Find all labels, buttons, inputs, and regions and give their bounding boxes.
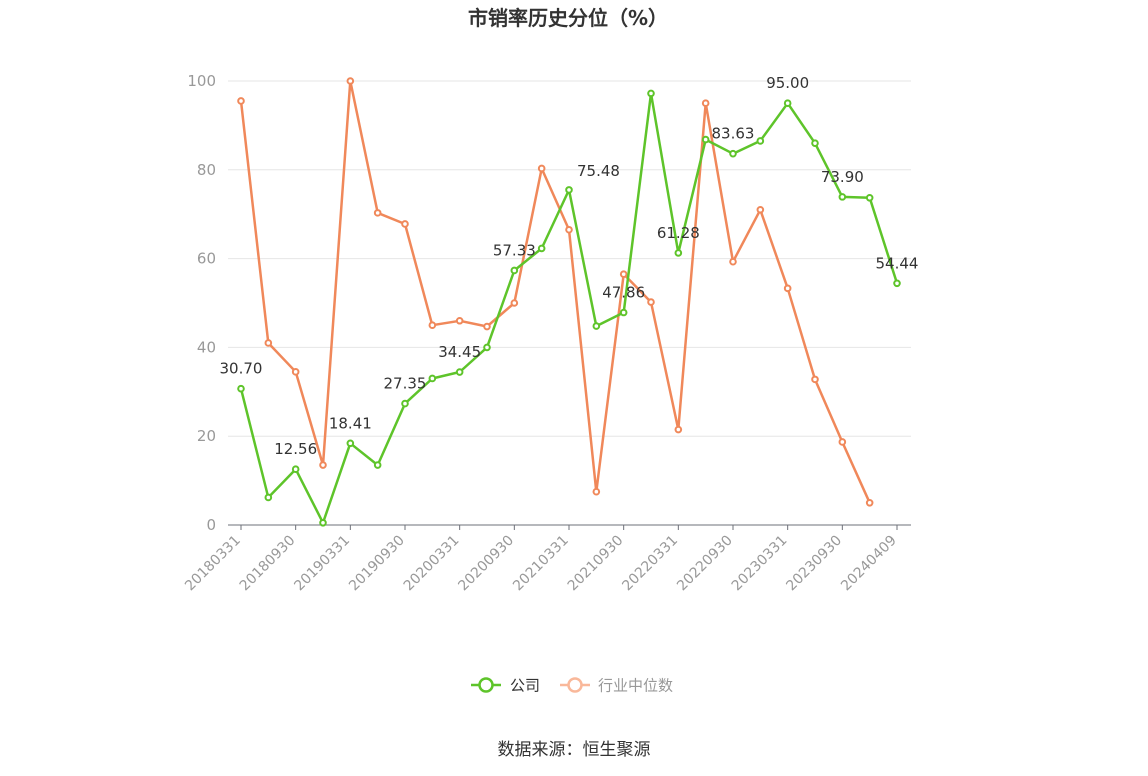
x-tick-label: 20230930	[783, 533, 845, 595]
data-point-industry-median	[483, 322, 491, 331]
legend-label: 公司	[510, 677, 540, 695]
legend-label: 行业中位数	[598, 677, 673, 695]
y-tick-label: 80	[197, 161, 216, 179]
data-point-company	[537, 244, 546, 253]
data-point-industry-median	[455, 316, 464, 325]
data-point-industry-median	[565, 225, 573, 234]
x-tick-label: 20220930	[674, 533, 736, 595]
y-tick-label: 60	[197, 250, 216, 268]
data-point-company	[565, 186, 573, 194]
data-point-industry-median	[373, 209, 382, 217]
data-point-industry-median	[701, 99, 710, 107]
data-point-industry-median	[319, 461, 327, 469]
data-label: 18.41	[329, 414, 372, 432]
data-point-company	[428, 374, 437, 383]
data-point-company	[619, 308, 628, 317]
data-point-company	[264, 493, 273, 502]
data-point-company	[373, 461, 382, 469]
data-label: 57.33	[493, 241, 536, 259]
data-point-company	[811, 139, 819, 147]
data-point-company	[237, 384, 245, 393]
legend-item-industry-median[interactable]: 行业中位数	[560, 677, 673, 695]
data-label: 30.70	[220, 360, 263, 378]
data-label: 27.35	[384, 375, 427, 393]
data-label: 54.44	[876, 254, 919, 272]
series-layer	[237, 77, 901, 527]
data-point-company	[893, 279, 901, 288]
data-label: 95.00	[766, 74, 809, 92]
data-point-industry-median	[619, 270, 628, 278]
y-tick-label: 100	[187, 72, 216, 90]
legend[interactable]: 公司 行业中位数	[471, 677, 673, 695]
data-point-company	[510, 266, 519, 275]
data-label: 12.56	[274, 440, 317, 458]
legend-item-company[interactable]: 公司	[471, 677, 540, 695]
data-point-company	[291, 465, 300, 474]
data-label: 75.48	[577, 162, 620, 180]
data-point-company	[756, 137, 765, 145]
data-point-company	[483, 343, 491, 352]
x-tick-label: 20200331	[401, 533, 463, 595]
data-label: 73.90	[821, 168, 864, 186]
data-point-industry-median	[674, 425, 683, 434]
chart-title: 市销率历史分位（%）	[468, 6, 668, 30]
data-point-industry-median	[428, 321, 437, 330]
x-tick-label: 20210930	[565, 533, 627, 595]
x-tick-label: 20200930	[455, 533, 517, 595]
legend-marker	[478, 677, 494, 693]
data-label: 61.28	[657, 224, 700, 242]
data-label: 83.63	[712, 125, 755, 143]
data-point-industry-median	[811, 375, 819, 384]
data-point-industry-median	[592, 487, 601, 496]
y-tick-label: 20	[197, 427, 216, 445]
data-point-industry-median	[838, 438, 847, 446]
data-source: 数据来源：恒生聚源	[498, 740, 651, 760]
data-point-company	[783, 99, 792, 107]
series-line-industry-median	[239, 79, 871, 504]
x-tick-label: 20180930	[237, 533, 299, 595]
data-point-company	[701, 135, 710, 144]
data-point-industry-median	[401, 220, 409, 228]
data-point-company	[455, 368, 464, 376]
data-point-industry-median	[647, 298, 655, 306]
data-point-company	[674, 249, 683, 257]
legend-marker	[567, 677, 583, 693]
data-label: 47.86	[602, 284, 645, 302]
data-point-industry-median	[783, 284, 792, 293]
data-point-industry-median	[537, 164, 546, 173]
data-point-company	[319, 518, 327, 527]
data-point-industry-median	[291, 368, 300, 376]
data-point-company	[592, 322, 601, 330]
data-point-company	[647, 89, 655, 98]
x-tick-label: 20210331	[510, 533, 572, 595]
data-point-company	[729, 149, 737, 158]
data-point-industry-median	[729, 257, 737, 266]
grid-lines	[228, 80, 911, 437]
x-tick-label: 20190331	[291, 533, 353, 595]
x-tick-label: 20180331	[182, 533, 244, 595]
data-point-industry-median	[510, 299, 519, 307]
data-labels: 30.70 12.56 18.41 27.35 34.45 57.33 75.48 47.86…	[220, 74, 919, 458]
x-tick-label: 20230331	[729, 533, 791, 595]
data-point-industry-median	[264, 339, 273, 347]
data-point-company	[865, 193, 874, 202]
x-tick-label: 20190930	[346, 533, 408, 595]
data-point-industry-median	[756, 205, 765, 214]
data-point-company	[838, 193, 847, 201]
y-tick-label: 0	[206, 516, 216, 534]
data-point-company	[346, 439, 355, 448]
y-tick-label: 40	[197, 338, 216, 356]
x-tick-label: 20220331	[619, 533, 681, 595]
data-point-industry-median	[865, 499, 874, 507]
data-point-company	[401, 399, 409, 408]
data-label: 34.45	[438, 343, 481, 361]
data-point-industry-median	[346, 77, 355, 85]
x-tick-label: 20240409	[838, 533, 900, 595]
data-point-industry-median	[237, 97, 245, 105]
series-line-company	[239, 92, 899, 525]
